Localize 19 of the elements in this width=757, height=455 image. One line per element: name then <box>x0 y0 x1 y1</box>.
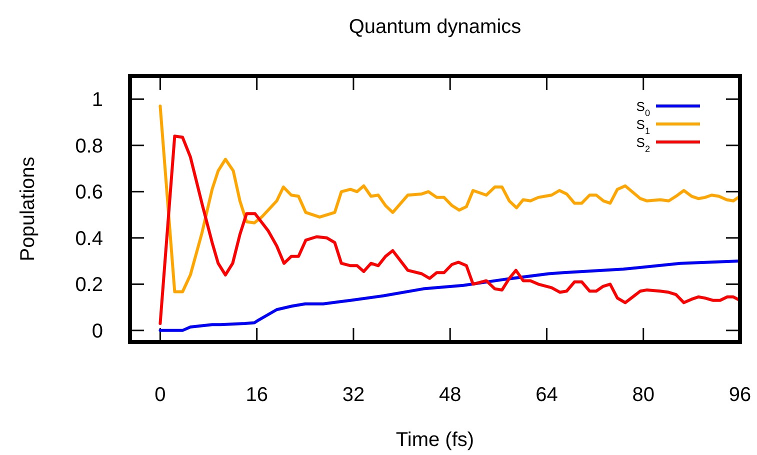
x-tick-label: 80 <box>632 384 654 406</box>
legend-label: S$_{1}$ <box>636 117 650 136</box>
legend-label: S$_{2}$ <box>636 135 650 154</box>
legend-label: S$_{0}$ <box>636 99 650 118</box>
x-tick-label: 16 <box>246 384 268 406</box>
y-tick-label: 0.8 <box>75 135 103 158</box>
x-tick-label: 96 <box>728 384 752 406</box>
y-tick-label: 0.2 <box>75 274 103 296</box>
x-tick-label: 0 <box>154 384 166 406</box>
y-tick-label: 1 <box>92 89 103 112</box>
y-tick-label: 0 <box>92 320 103 342</box>
x-tick-label: 64 <box>536 384 558 406</box>
x-tick-label: 32 <box>342 384 365 406</box>
y-tick-label: 0.6 <box>75 182 103 204</box>
chart-title: Quantum dynamics <box>348 16 522 38</box>
x-tick-label: 48 <box>438 384 462 406</box>
y-tick-label: 0.4 <box>75 228 103 250</box>
y-axis-title: Populations <box>17 156 39 262</box>
x-axis-title: Time (fs) <box>396 429 474 451</box>
